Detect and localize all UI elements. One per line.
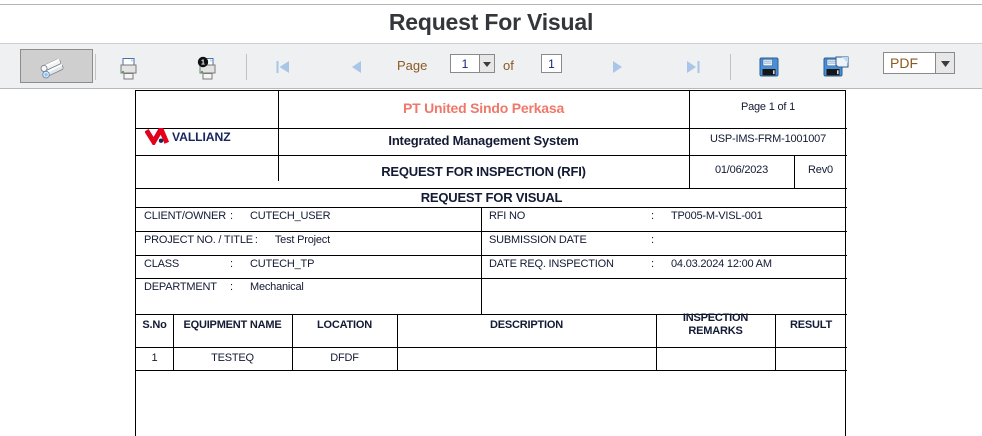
svg-text:VALLIANZ: VALLIANZ bbox=[172, 130, 231, 144]
svg-text:1: 1 bbox=[201, 60, 205, 67]
